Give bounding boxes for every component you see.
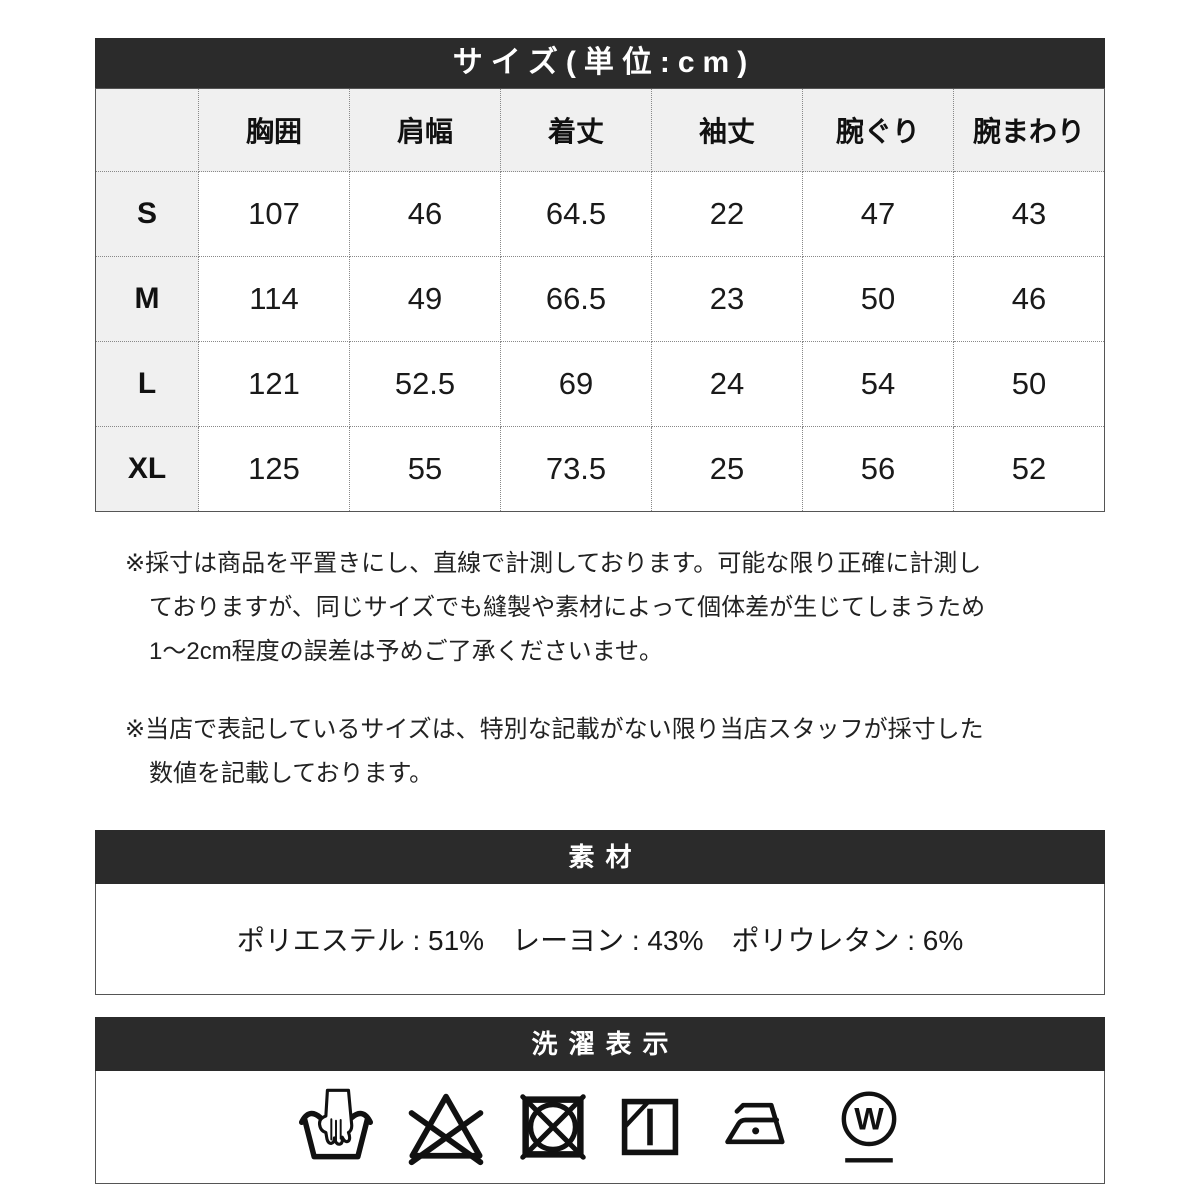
table-row-size-xl: XL 125 55 73.5 25 56 52 [95,426,1105,512]
material-title: 素材 [568,842,643,872]
size-table-section: サイズ(単位:cm) 胸囲 肩幅 着丈 袖丈 腕ぐり 腕まわり S [95,38,1105,512]
size-value-cell: 24 [651,341,803,427]
size-value-cell: 55 [349,426,501,512]
size-value-cell: 52 [953,426,1105,512]
size-value-cell: 46 [349,171,501,257]
size-label: S [95,171,199,257]
column-header-chest: 胸囲 [198,88,350,172]
do-not-tumble-dry-icon [517,1091,589,1163]
care-section: 洗濯表示 [95,1017,1105,1184]
size-value-cell: 66.5 [500,256,652,342]
size-value-cell: 49 [349,256,501,342]
size-value-cell: 52.5 [349,341,501,427]
size-value-cell: 121 [198,341,350,427]
note-line: 1〜2cm程度の誤差は予めご了承くださいませ。 [149,638,663,665]
size-value-cell: 73.5 [500,426,652,512]
size-value-cell: 22 [651,171,803,257]
table-row-size-s: S 107 46 64.5 22 47 43 [95,171,1105,257]
note-line: ※当店で表記しているサイズは、特別な記載がない限り当店スタッフが採寸した [125,716,984,743]
size-table-header-row: 胸囲 肩幅 着丈 袖丈 腕ぐり 腕まわり [95,88,1105,172]
size-table-title: サイズ(単位:cm) [452,46,756,79]
column-header-arm-circumference: 腕まわり [953,88,1105,172]
material-section: 素材 ポリエステル : 51% レーヨン : 43% ポリウレタン : 6% [95,830,1105,995]
table-row-size-l: L 121 52.5 69 24 54 50 [95,341,1105,427]
column-header-shoulder-width: 肩幅 [349,88,501,172]
size-label: M [95,256,199,342]
size-table-title-bar: サイズ(単位:cm) [95,38,1105,88]
size-value-cell: 43 [953,171,1105,257]
measurement-note: ※採寸は商品を平置きにし、直線で計測しております。可能な限り正確に計測し ており… [125,542,1105,674]
do-not-bleach-icon [405,1086,487,1168]
size-value-cell: 107 [198,171,350,257]
iron-low-heat-icon [711,1088,805,1166]
care-title-bar: 洗濯表示 [95,1017,1105,1071]
size-value-cell: 50 [802,256,954,342]
hand-wash-icon [297,1088,375,1166]
size-value-cell: 56 [802,426,954,512]
note-line: ※採寸は商品を平置きにし、直線で計測しております。可能な限り正確に計測し [125,550,982,577]
column-header-armhole: 腕ぐり [802,88,954,172]
size-value-cell: 25 [651,426,803,512]
notes-block: ※採寸は商品を平置きにし、直線で計測しております。可能な限り正確に計測し ており… [95,512,1105,796]
size-value-cell: 114 [198,256,350,342]
size-value-cell: 23 [651,256,803,342]
size-value-cell: 64.5 [500,171,652,257]
professional-wet-cleaning-icon: W [835,1088,903,1166]
note-line: 数値を記載しております。 [149,760,434,787]
table-row-size-m: M 114 49 66.5 23 50 46 [95,256,1105,342]
line-dry-in-shade-icon [619,1096,681,1158]
material-body: ポリエステル : 51% レーヨン : 43% ポリウレタン : 6% [95,884,1105,995]
material-title-bar: 素材 [95,830,1105,884]
column-header-body-length: 着丈 [500,88,652,172]
size-table-corner-cell [95,88,199,172]
size-table: 胸囲 肩幅 着丈 袖丈 腕ぐり 腕まわり S 107 46 64.5 22 47… [95,88,1105,512]
size-label: L [95,341,199,427]
staff-measured-note: ※当店で表記しているサイズは、特別な記載がない限り当店スタッフが採寸した 数値を… [125,708,1105,796]
size-guide-page: サイズ(単位:cm) 胸囲 肩幅 着丈 袖丈 腕ぐり 腕まわり S [95,0,1105,1184]
wet-cleaning-letter: W [854,1102,884,1137]
care-title: 洗濯表示 [531,1029,680,1059]
size-value-cell: 69 [500,341,652,427]
note-line: ておりますが、同じサイズでも縫製や素材によって個体差が生じてしまうため [149,594,986,621]
material-composition: ポリエステル : 51% レーヨン : 43% ポリウレタン : 6% [236,925,964,956]
size-value-cell: 125 [198,426,350,512]
size-label: XL [95,426,199,512]
size-value-cell: 54 [802,341,954,427]
size-value-cell: 47 [802,171,954,257]
size-value-cell: 46 [953,256,1105,342]
care-symbols-row: W [95,1071,1105,1184]
size-value-cell: 50 [953,341,1105,427]
column-header-sleeve-length: 袖丈 [651,88,803,172]
